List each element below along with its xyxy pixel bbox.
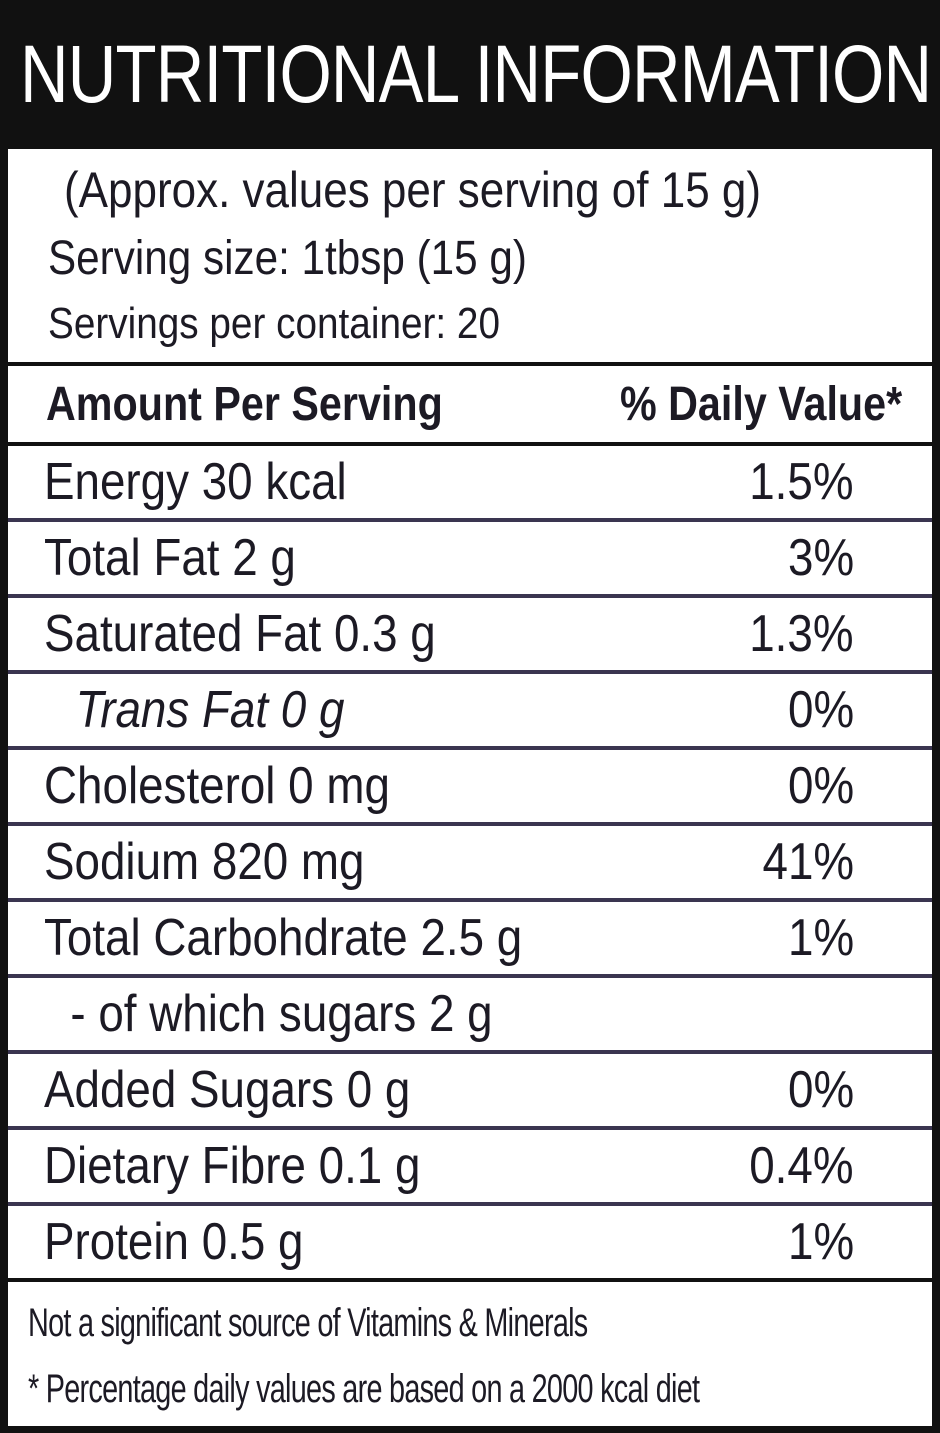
nutrient-name: Total Carbohdrate 2.5 g	[44, 909, 523, 967]
nutrient-row: Protein 0.5 g 1%	[8, 1206, 932, 1278]
nutrient-name: Cholesterol 0 mg	[44, 757, 390, 815]
nutrient-rows: Energy 30 kcal 1.5% Total Fat 2 g 3% Saturat…	[8, 446, 932, 1278]
daily-value: 0%	[787, 681, 854, 739]
serving-text: Serving size: 1tbsp (15 g)	[48, 232, 527, 285]
nutrient-row: Total Carbohdrate 2.5 g 1%	[8, 902, 932, 974]
nutrient-row: - of which sugars 2 g	[8, 978, 932, 1050]
daily-value: 41%	[762, 833, 854, 891]
nutrient-row: Sodium 820 mg 41%	[8, 826, 932, 898]
nutrient-row: Added Sugars 0 g 0%	[8, 1054, 932, 1126]
nutrient-row: Dietary Fibre 0.1 g 0.4%	[8, 1130, 932, 1202]
title: NUTRITIONAL INFORMATION	[20, 29, 932, 120]
daily-value: 0.4%	[749, 1137, 854, 1195]
serving-line: (Approx. values per serving of 15 g)	[48, 161, 932, 231]
daily-value: 1%	[787, 909, 854, 967]
nutrient-row: Cholesterol 0 mg 0%	[8, 750, 932, 822]
footer-line: * Percentage daily values are based on a…	[28, 1356, 932, 1422]
nutrient-row: Trans Fat 0 g 0%	[8, 674, 932, 746]
nutrient-name: Added Sugars 0 g	[44, 1061, 411, 1119]
nutrient-name: Saturated Fat 0.3 g	[44, 605, 436, 663]
title-bar: NUTRITIONAL INFORMATION	[8, 0, 932, 145]
footer-line: Not a significant source of Vitamins & M…	[28, 1290, 932, 1356]
serving-line: Serving size: 1tbsp (15 g)	[48, 231, 932, 299]
footer-text: Not a significant source of Vitamins & M…	[28, 1301, 588, 1345]
serving-text: Servings per container: 20	[48, 299, 501, 348]
column-header: Amount Per Serving % Daily Value*	[8, 366, 932, 442]
nutrient-name: Sodium 820 mg	[44, 833, 365, 891]
daily-value: 1.5%	[749, 453, 854, 511]
footer: Not a significant source of Vitamins & M…	[8, 1282, 932, 1426]
amount-header: Amount Per Serving	[46, 377, 443, 431]
nutrient-name: Energy 30 kcal	[44, 453, 347, 511]
nutrient-row: Energy 30 kcal 1.5%	[8, 446, 932, 518]
nutrient-name: Total Fat 2 g	[44, 529, 296, 587]
daily-value: 0%	[787, 1061, 854, 1119]
serving-text: (Approx. values per serving of 15 g)	[64, 162, 762, 218]
nutrient-row: Saturated Fat 0.3 g 1.3%	[8, 598, 932, 670]
serving-line: Servings per container: 20	[48, 299, 932, 359]
daily-value: 1.3%	[749, 605, 854, 663]
footer-text: * Percentage daily values are based on a…	[28, 1367, 700, 1411]
daily-value: 1%	[787, 1213, 854, 1271]
daily-value-header: % Daily Value*	[619, 377, 902, 431]
daily-value: 3%	[787, 529, 854, 587]
daily-value: 0%	[787, 757, 854, 815]
nutrient-name: - of which sugars 2 g	[70, 985, 493, 1043]
serving-info: (Approx. values per serving of 15 g) Serv…	[8, 149, 932, 362]
nutrient-name: Protein 0.5 g	[44, 1213, 304, 1271]
nutrient-row: Total Fat 2 g 3%	[8, 522, 932, 594]
nutrient-name: Trans Fat 0 g	[75, 681, 345, 739]
nutrient-name: Dietary Fibre 0.1 g	[44, 1137, 421, 1195]
